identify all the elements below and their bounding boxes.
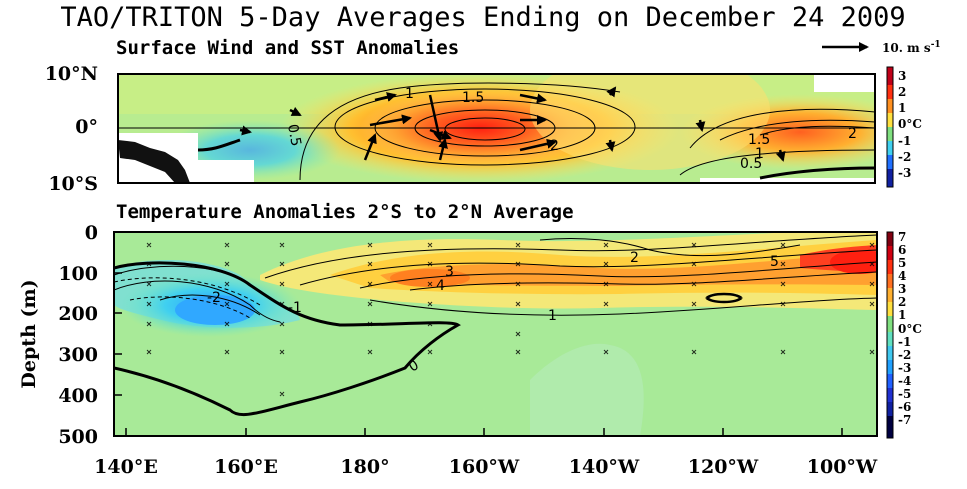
lon-tick: 160°E <box>214 456 278 478</box>
lon-tick: 100°W <box>807 456 878 478</box>
depth-tick: 300 <box>58 344 98 366</box>
depth-axis-label: Depth (m) <box>18 279 40 388</box>
svg-text:10. m s-1: 10. m s-1 <box>882 40 941 55</box>
top-cbar-3: 3 <box>898 69 906 83</box>
top-ytick-10n: 10°N <box>45 63 98 85</box>
bottom-cbar-label: -4 <box>898 374 911 388</box>
bottom-cbar-label: 2 <box>898 295 906 309</box>
bottom-contour-label: 1 <box>548 308 557 324</box>
top-contour-label: 0.5 <box>740 156 762 172</box>
lon-tick: 140°E <box>94 456 158 478</box>
bottom-cbar-label: 0°C <box>898 322 922 336</box>
lon-tick: 140°W <box>569 456 640 478</box>
bottom-cbar-label: 4 <box>898 269 906 283</box>
top-contour-label: 1.5 <box>462 90 484 106</box>
top-contour-label: 2 <box>550 138 559 154</box>
top-cbar-2: 2 <box>898 85 906 99</box>
lon-tick: 120°W <box>688 456 759 478</box>
top-contour-label: 2 <box>848 126 857 142</box>
depth-tick: 400 <box>58 385 98 407</box>
top-cbar-m2: -2 <box>898 150 911 164</box>
bottom-contour-label: 3 <box>445 264 454 280</box>
bottom-contour-label: 4 <box>436 278 445 294</box>
bottom-panel-title: Temperature Anomalies 2°S to 2°N Average <box>116 201 574 223</box>
bottom-x-ticks <box>125 428 843 436</box>
bottom-cbar-label: -5 <box>898 387 911 401</box>
bottom-cbar-label: 3 <box>898 282 906 296</box>
bottom-cbar-label: 7 <box>898 230 906 244</box>
top-cbar-m1: -1 <box>898 134 911 148</box>
lon-tick: 180° <box>340 456 389 478</box>
bottom-colorbar <box>886 231 894 439</box>
depth-tick: 200 <box>58 303 98 325</box>
top-contour-label: 1 <box>755 146 764 162</box>
bottom-panel-field <box>114 232 877 436</box>
top-panel-title: Surface Wind and SST Anomalies <box>116 37 459 59</box>
top-cbar-1: 1 <box>898 101 906 115</box>
bottom-contour-label: 5 <box>770 254 779 270</box>
lon-tick: 160°W <box>449 456 520 478</box>
bottom-cbar-label: -7 <box>898 413 911 427</box>
bottom-cbar-label: -6 <box>898 400 911 414</box>
bottom-cbar-label: 6 <box>898 243 906 257</box>
top-contour-label: 1 <box>405 86 414 102</box>
wind-scale-exp: -1 <box>931 40 941 50</box>
bottom-cbar-label: -1 <box>898 335 911 349</box>
top-colorbar <box>886 66 894 188</box>
top-contour-label: 0.5 <box>284 123 304 148</box>
top-cbar-0: 0°C <box>898 117 922 131</box>
depth-tick: 0 <box>85 222 98 244</box>
wind-scale-label: 10. m s <box>882 41 931 55</box>
bottom-cbar-label: 5 <box>898 256 906 270</box>
top-panel-field <box>118 74 875 183</box>
bottom-cbar-label: 1 <box>898 308 906 322</box>
top-ytick-0: 0° <box>75 116 98 138</box>
bottom-cbar-label: -3 <box>898 361 911 375</box>
top-contour-label: 1.5 <box>748 132 770 148</box>
depth-tick: 100 <box>58 263 98 285</box>
top-ytick-10s: 10°S <box>48 173 98 195</box>
bottom-contour-label: -2 <box>207 290 221 306</box>
figure-title: TAO/TRITON 5-Day Averages Ending on Dece… <box>60 2 905 33</box>
bottom-contour-label: 2 <box>630 250 639 266</box>
bottom-cbar-label: -2 <box>898 348 911 362</box>
bottom-y-ticks <box>114 231 122 437</box>
depth-tick: 500 <box>58 426 98 448</box>
wind-scale: 10. m s-1 <box>822 40 941 55</box>
top-cbar-m3: -3 <box>898 166 911 180</box>
bottom-contour-label: -1 <box>288 300 302 316</box>
